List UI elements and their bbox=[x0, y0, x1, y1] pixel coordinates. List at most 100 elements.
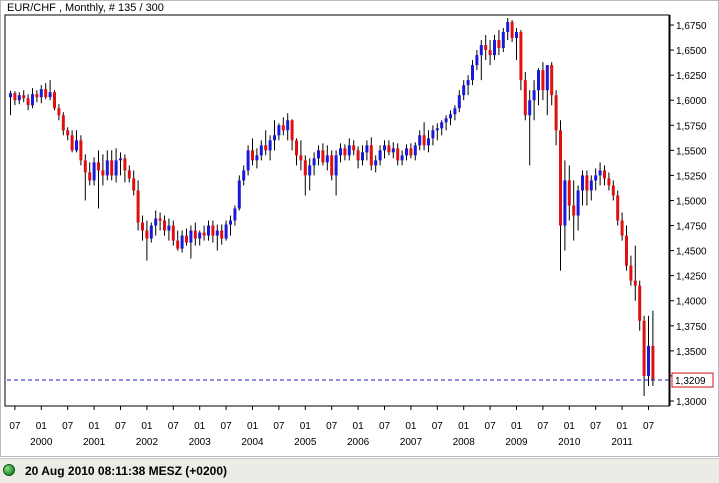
candle-body bbox=[35, 94, 39, 98]
candle-body bbox=[391, 148, 395, 153]
candle-body bbox=[369, 145, 373, 166]
candle-body bbox=[92, 162, 96, 181]
candle-body bbox=[246, 150, 250, 171]
x-tick-label: 07 bbox=[537, 421, 549, 432]
candle-body bbox=[158, 218, 162, 221]
x-tick-label: 07 bbox=[168, 421, 180, 432]
candle-body bbox=[611, 185, 615, 196]
x-tick-label: 01 bbox=[247, 421, 259, 432]
candle-body bbox=[145, 230, 149, 239]
candle-body bbox=[409, 148, 413, 156]
candle-body bbox=[576, 190, 580, 216]
candle-body bbox=[193, 230, 197, 239]
connection-status-icon bbox=[3, 464, 15, 476]
x-tick-label: 07 bbox=[485, 421, 497, 432]
candle-body bbox=[220, 230, 224, 239]
candle-body bbox=[83, 160, 87, 173]
x-tick-label: 07 bbox=[273, 421, 285, 432]
candle-body bbox=[501, 32, 505, 49]
x-year-label: 2002 bbox=[136, 437, 159, 448]
candle-body bbox=[202, 232, 206, 236]
current-price-box bbox=[671, 372, 714, 388]
y-tick-label: 1,3500 bbox=[676, 347, 707, 358]
y-tick-label: 1,3750 bbox=[676, 322, 707, 333]
candle-body bbox=[123, 158, 127, 171]
candle-body bbox=[453, 108, 457, 115]
candle-body bbox=[321, 150, 325, 163]
candle-body bbox=[365, 145, 369, 153]
candle-body bbox=[211, 225, 215, 236]
x-tick-label: 07 bbox=[115, 421, 127, 432]
candle-body bbox=[387, 145, 391, 153]
y-tick-label: 1,6750 bbox=[676, 21, 707, 32]
candle-body bbox=[347, 145, 351, 156]
x-year-label: 2004 bbox=[241, 437, 264, 448]
candle-body bbox=[9, 93, 12, 98]
candle-body bbox=[427, 138, 430, 146]
candle-body bbox=[39, 89, 43, 98]
candle-body bbox=[594, 175, 598, 181]
candle-body bbox=[484, 45, 488, 51]
candle-body bbox=[198, 232, 202, 239]
candle-body bbox=[339, 148, 342, 156]
candle-body bbox=[523, 80, 527, 116]
candle-body bbox=[295, 140, 298, 156]
candle-body bbox=[343, 148, 347, 156]
candle-body bbox=[277, 125, 281, 136]
x-year-label: 2011 bbox=[611, 437, 633, 448]
y-tick-label: 1,5750 bbox=[676, 121, 707, 132]
candle-body bbox=[541, 70, 545, 91]
x-year-label: 2006 bbox=[347, 437, 370, 448]
candle-body bbox=[189, 230, 193, 243]
x-tick-label: 07 bbox=[62, 421, 74, 432]
candle-body bbox=[585, 175, 589, 191]
candle-body bbox=[440, 122, 444, 129]
x-year-label: 2007 bbox=[400, 437, 423, 448]
candle-body bbox=[264, 145, 268, 151]
candle-body bbox=[466, 80, 470, 86]
x-year-label: 2001 bbox=[83, 437, 106, 448]
candle-body bbox=[317, 150, 320, 159]
candle-body bbox=[31, 94, 34, 106]
candle-body bbox=[312, 158, 316, 166]
candle-body bbox=[488, 50, 492, 56]
candle-body bbox=[607, 178, 611, 186]
candle-body bbox=[396, 148, 400, 161]
candle-body bbox=[589, 180, 593, 191]
x-tick-label: 01 bbox=[458, 421, 470, 432]
candle-body bbox=[229, 220, 232, 225]
x-year-label: 2008 bbox=[453, 437, 476, 448]
candle-body bbox=[273, 135, 276, 141]
candle-body bbox=[545, 65, 549, 91]
x-tick-label: 01 bbox=[564, 421, 576, 432]
plot-area-border bbox=[4, 14, 670, 407]
status-bar: 20 Aug 2010 08:11:38 MESZ (+0200) bbox=[0, 458, 719, 483]
candle-body bbox=[22, 95, 26, 99]
candle-body bbox=[185, 235, 188, 243]
candle-body bbox=[405, 148, 408, 156]
candle-body bbox=[620, 220, 624, 236]
candle-body bbox=[475, 55, 479, 66]
y-tick-label: 1,4250 bbox=[676, 272, 707, 283]
status-timestamp: 20 Aug 2010 08:11:38 MESZ (+0200) bbox=[25, 464, 227, 478]
candle-body bbox=[462, 85, 466, 96]
candle-body bbox=[581, 175, 584, 191]
candle-body bbox=[105, 160, 109, 176]
candle-body bbox=[356, 150, 360, 161]
candle-body bbox=[616, 195, 620, 221]
candle-body bbox=[493, 40, 496, 56]
candle-body bbox=[303, 160, 307, 176]
y-tick-label: 1,5250 bbox=[676, 171, 707, 182]
candle-body bbox=[330, 155, 334, 176]
x-year-label: 2000 bbox=[30, 437, 53, 448]
candle-body bbox=[57, 108, 61, 116]
candle-body bbox=[519, 32, 523, 81]
x-tick-label: 01 bbox=[511, 421, 523, 432]
y-tick-label: 1,5500 bbox=[676, 146, 707, 157]
candle-body bbox=[554, 95, 558, 131]
x-tick-label: 07 bbox=[221, 421, 233, 432]
candle-body bbox=[528, 100, 532, 116]
x-tick-label: 01 bbox=[36, 421, 48, 432]
candle-body bbox=[75, 140, 78, 151]
x-tick-label: 07 bbox=[432, 421, 444, 432]
